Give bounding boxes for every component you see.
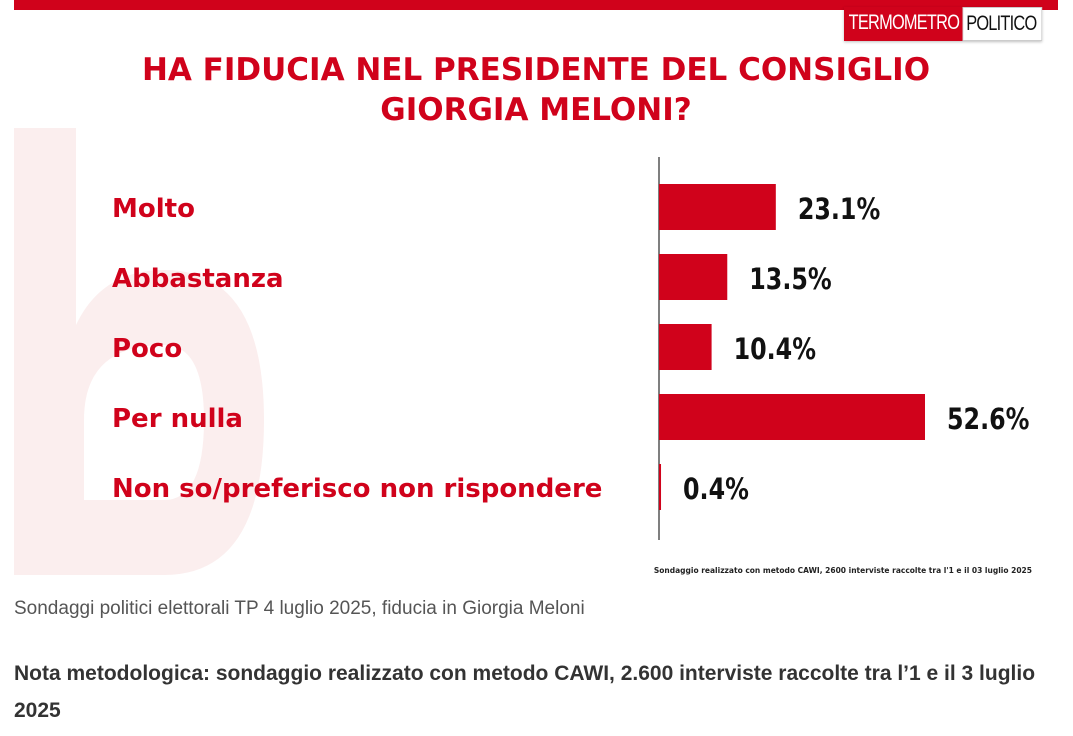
chart-title-line-1: HA FIDUCIA NEL PRESIDENTE DEL CONSIGLIO bbox=[141, 52, 931, 88]
category-label: Per nulla bbox=[112, 404, 243, 434]
bar bbox=[659, 184, 776, 230]
chart-title: HA FIDUCIA NEL PRESIDENTE DEL CONSIGLIO … bbox=[14, 50, 1058, 130]
value-label: 52.6% bbox=[947, 403, 1029, 437]
value-label: 23.1% bbox=[798, 193, 880, 227]
bar bbox=[659, 324, 712, 370]
bar bbox=[659, 254, 728, 300]
chart-title-line-2: GIORGIA MELONI? bbox=[380, 92, 692, 128]
logo-part-2: POLITICO bbox=[962, 7, 1042, 41]
value-label: 10.4% bbox=[734, 333, 816, 367]
methodology-note: Nota metodologica: sondaggio realizzato … bbox=[14, 662, 1036, 722]
category-label: Molto bbox=[112, 194, 195, 224]
bar bbox=[659, 464, 662, 510]
figure-caption: Sondaggi politici elettorali TP 4 luglio… bbox=[14, 598, 585, 619]
category-label: Non so/preferisco non rispondere bbox=[112, 474, 602, 504]
category-label: Poco bbox=[112, 334, 182, 364]
bar-chart: Molto 23.1% Abbastanza 13.5% Poco 10.4% Per nu… bbox=[112, 157, 1029, 540]
logo-part-1: TERMOMETRO bbox=[844, 7, 963, 41]
chart-figure: TERMOMETRO POLITICO HA FIDUCIA NEL PRESI… bbox=[14, 0, 1058, 580]
source-note: Sondaggio realizzato con metodo CAWI, 26… bbox=[653, 566, 1032, 575]
value-label: 13.5% bbox=[749, 263, 831, 297]
value-label: 0.4% bbox=[683, 473, 749, 507]
watermark-logo-icon bbox=[14, 128, 264, 575]
termometro-politico-logo: TERMOMETRO POLITICO bbox=[844, 7, 1042, 41]
bar bbox=[659, 394, 925, 440]
category-label: Abbastanza bbox=[112, 264, 284, 294]
top-accent-bar bbox=[14, 0, 1058, 10]
